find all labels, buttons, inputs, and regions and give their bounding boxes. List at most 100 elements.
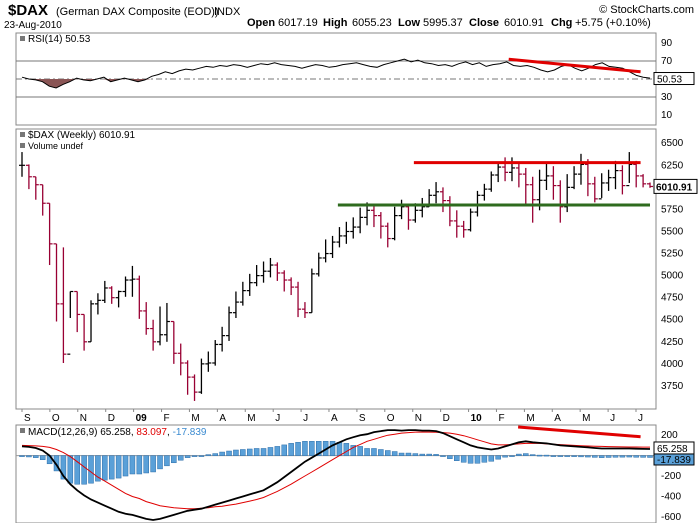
symbol-name: (German DAX Composite (EOD)) [56,6,219,18]
rsi-value-box [653,72,695,86]
macd-histogram-bar [460,455,467,463]
macd-histogram-bar [557,455,564,457]
macd-histogram-bar [33,455,39,458]
macd-histogram-bar [647,455,653,458]
macd-histogram-bar [191,455,198,457]
price-panel [15,128,657,410]
macd-line [21,429,651,521]
rsi-label: RSI(14) 50.53 [28,34,91,45]
macd-histogram-bar [419,453,426,456]
rsi-tick-label: 30 [661,92,673,103]
macd-histogram-bar [378,449,384,456]
price-tick-label: 5500 [661,226,684,237]
macd-histogram-bar [240,449,246,456]
x-tick-label: 09 [136,413,148,424]
price-plot: 6500625060005750550052505000475045004250… [19,138,698,401]
macd-histogram-bar [315,441,322,456]
macd-histogram-bar [108,455,115,480]
macd-histogram-bar [233,449,239,456]
macd-histogram-bar [619,455,626,458]
macd-histogram-bar [398,452,405,456]
macd-histogram-bar [564,455,570,457]
macd-histogram-bar [288,443,294,456]
x-tick-label: O [387,413,395,424]
rsi-line [21,58,651,89]
x-tick-label: J [275,413,280,424]
x-tick-label: M [247,413,255,424]
macd-histogram-bar [433,454,439,456]
x-tick-label: M [191,413,199,424]
price-tick-label: 3750 [661,381,684,392]
macd-histogram-bar [53,455,60,472]
macd-histogram-bar [598,455,605,458]
chg-label: Chg [551,17,572,29]
macd-histogram-bar [336,442,343,456]
macd-trendline [518,425,641,439]
macd-histogram-bar [26,455,32,458]
open-value: 6017.19 [278,17,318,29]
macd-histogram-bar [495,455,501,460]
rsi-trendline [508,57,641,74]
macd-histogram-bar [371,448,377,456]
macd-legend: MACD(12,26,9) 65.258, 83.097, -17.839 [28,427,207,438]
price-tick-label: 4000 [661,359,684,370]
price-tick-label: 4750 [661,293,684,304]
x-tick-label: F [164,413,170,424]
x-tick-label: A [331,413,338,424]
macd-histogram-bar [281,444,287,456]
x-tick-label: D [108,413,115,424]
price-tick-label: 6500 [661,138,684,149]
macd-histogram-bar [19,455,25,457]
close-label: Close [469,17,499,29]
macd-tick-label: -200 [661,471,681,482]
macd-histogram-bar [592,455,598,458]
macd-histogram-bar [122,455,129,477]
price-value-box [653,178,698,194]
x-tick-label: O [52,413,60,424]
x-tick-label: S [24,413,31,424]
macd-histogram-bar [612,455,619,458]
low-value: 5995.37 [423,17,463,29]
macd-histogram-bar [585,455,591,458]
macd-histogram-bar [212,453,218,456]
low-label: Low [398,17,420,29]
macd-histogram-bar [246,448,253,456]
price-tick-label: 4500 [661,315,684,326]
price-current-value: 6010.91 [656,182,693,193]
macd-histogram-bar [385,450,391,456]
x-tick-label: A [219,413,226,424]
macd-histogram-bar [95,455,101,482]
macd-histogram-bar [523,453,529,456]
macd-hist-value-box [653,453,695,466]
price-tick-label: 5250 [661,249,684,260]
x-tick-label: J [303,413,308,424]
macd-histogram-bar [550,455,557,457]
macd-histogram-bar [350,445,357,456]
macd-histogram-bar [164,455,170,467]
macd-histogram-bar [481,455,488,463]
x-tick-label: M [582,413,590,424]
macd-histogram-bar [67,455,74,484]
ohlc-summary: Open 6017.19 High 6055.23 Low 5995.37 Cl… [247,17,651,29]
price-label: $DAX (Weekly) 6010.91 [28,130,136,141]
macd-histogram-bar [502,455,508,458]
macd-legend-swatch [20,428,25,433]
macd-histogram-bar [302,441,308,456]
macd-tick-label: -400 [661,491,681,502]
macd-histogram-bar [102,455,108,481]
macd-histogram-bar [74,455,80,485]
macd-histogram-bar [143,455,149,474]
macd-histogram-bar [177,455,184,461]
macd-histogram-bar [157,455,163,470]
macd-histogram-bar [447,455,453,459]
macd-histogram-bar [136,455,143,475]
macd-histogram-bar [309,441,315,456]
high-value: 6055.23 [352,17,392,29]
macd-tick-label: -600 [661,512,681,523]
macd-histogram-bar [509,455,515,457]
macd-histogram-bar [391,451,398,456]
macd-histogram-bar [543,454,550,457]
macd-histogram-bar [198,455,205,457]
macd-histogram-bar [267,447,274,456]
rsi-tick-label: 10 [661,110,673,121]
